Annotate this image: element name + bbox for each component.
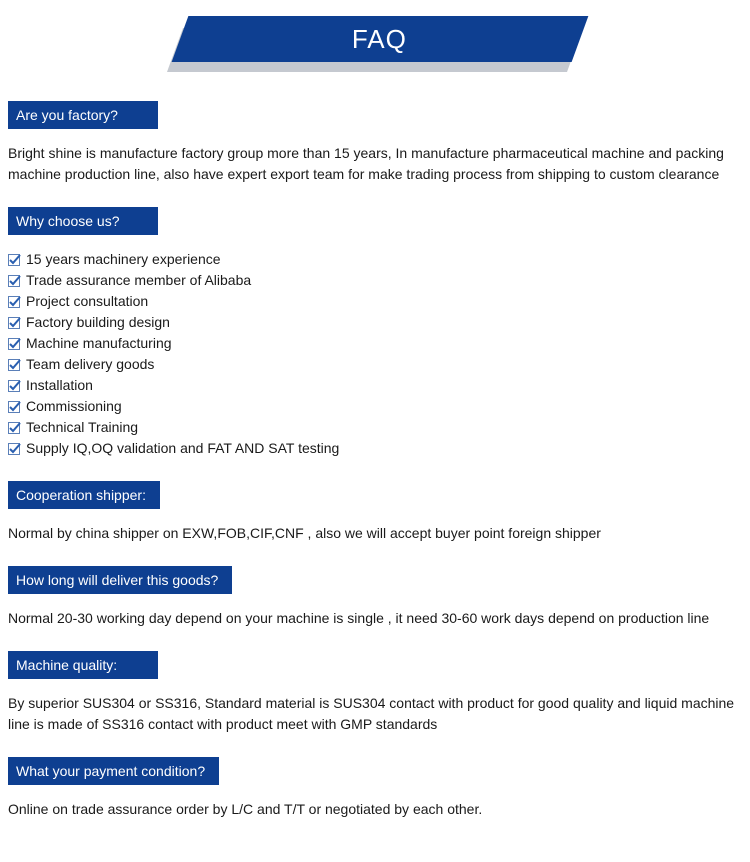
list-item-label: Supply IQ,OQ validation and FAT AND SAT … bbox=[26, 438, 339, 459]
section-text: Bright shine is manufacture factory grou… bbox=[8, 143, 742, 185]
section-text: Normal by china shipper on EXW,FOB,CIF,C… bbox=[8, 523, 742, 544]
section-are-you-factory: Are you factory? Bright shine is manufac… bbox=[8, 101, 742, 185]
list-item: Machine manufacturing bbox=[8, 333, 742, 354]
why-choose-list: 15 years machinery experienceTrade assur… bbox=[8, 249, 742, 459]
list-item-label: Trade assurance member of Alibaba bbox=[26, 270, 251, 291]
section-heading: Are you factory? bbox=[8, 101, 158, 129]
list-item-label: 15 years machinery experience bbox=[26, 249, 221, 270]
check-icon bbox=[8, 380, 20, 392]
list-item: Trade assurance member of Alibaba bbox=[8, 270, 742, 291]
list-item-label: Team delivery goods bbox=[26, 354, 154, 375]
section-heading: Why choose us? bbox=[8, 207, 158, 235]
check-icon bbox=[8, 443, 20, 455]
list-item-label: Machine manufacturing bbox=[26, 333, 172, 354]
list-item-label: Technical Training bbox=[26, 417, 138, 438]
list-item: Supply IQ,OQ validation and FAT AND SAT … bbox=[8, 438, 742, 459]
list-item: Installation bbox=[8, 375, 742, 396]
check-icon bbox=[8, 401, 20, 413]
list-item: Project consultation bbox=[8, 291, 742, 312]
check-icon bbox=[8, 359, 20, 371]
section-text: By superior SUS304 or SS316, Standard ma… bbox=[8, 693, 742, 735]
section-heading: Cooperation shipper: bbox=[8, 481, 160, 509]
faq-banner: FAQ bbox=[0, 8, 750, 73]
list-item: Technical Training bbox=[8, 417, 742, 438]
section-payment-condition: What your payment condition? Online on t… bbox=[8, 757, 742, 820]
section-text: Normal 20-30 working day depend on your … bbox=[8, 608, 742, 629]
section-heading: Machine quality: bbox=[8, 651, 158, 679]
check-icon bbox=[8, 275, 20, 287]
banner-title: FAQ bbox=[352, 24, 407, 55]
section-machine-quality: Machine quality: By superior SUS304 or S… bbox=[8, 651, 742, 735]
check-icon bbox=[8, 338, 20, 350]
section-why-choose-us: Why choose us? 15 years machinery experi… bbox=[8, 207, 742, 459]
list-item-label: Commissioning bbox=[26, 396, 122, 417]
section-heading: How long will deliver this goods? bbox=[8, 566, 232, 594]
list-item-label: Project consultation bbox=[26, 291, 148, 312]
section-cooperation-shipper: Cooperation shipper: Normal by china shi… bbox=[8, 481, 742, 544]
section-delivery-time: How long will deliver this goods? Normal… bbox=[8, 566, 742, 629]
check-icon bbox=[8, 317, 20, 329]
faq-content: Are you factory? Bright shine is manufac… bbox=[0, 73, 750, 862]
list-item: Team delivery goods bbox=[8, 354, 742, 375]
check-icon bbox=[8, 254, 20, 266]
banner-main-shape: FAQ bbox=[172, 16, 589, 62]
check-icon bbox=[8, 422, 20, 434]
check-icon bbox=[8, 296, 20, 308]
list-item-label: Factory building design bbox=[26, 312, 170, 333]
list-item-label: Installation bbox=[26, 375, 93, 396]
section-text: Online on trade assurance order by L/C a… bbox=[8, 799, 742, 820]
list-item: 15 years machinery experience bbox=[8, 249, 742, 270]
list-item: Factory building design bbox=[8, 312, 742, 333]
section-heading: What your payment condition? bbox=[8, 757, 219, 785]
list-item: Commissioning bbox=[8, 396, 742, 417]
